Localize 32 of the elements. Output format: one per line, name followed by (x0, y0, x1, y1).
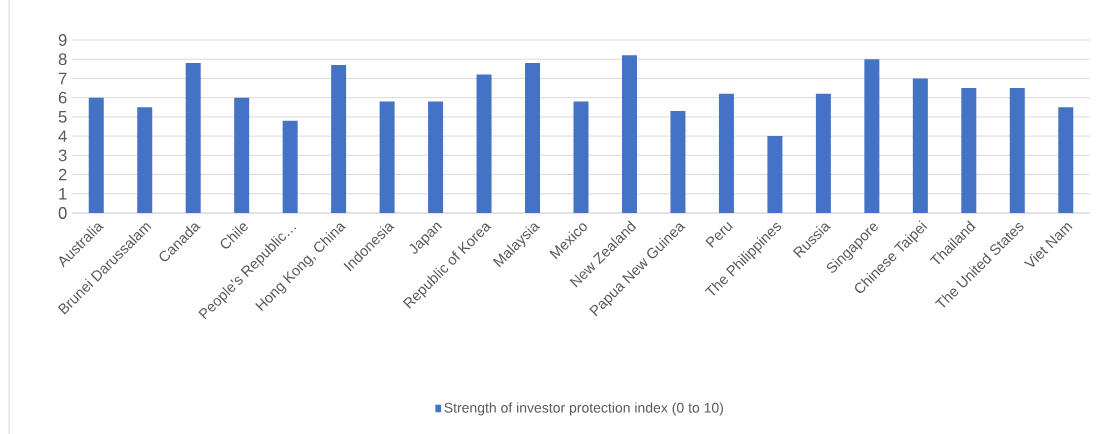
bar (621, 55, 637, 213)
bar (1058, 107, 1074, 213)
bar (864, 59, 880, 213)
bar (718, 93, 734, 213)
y-tick-label: 2 (58, 168, 67, 181)
bar (912, 78, 928, 213)
legend-label: Strength of investor protection index (0 to 10) (444, 402, 723, 416)
bar (331, 64, 347, 213)
y-tick-label: 6 (58, 91, 67, 104)
y-tick-label: 0 (58, 207, 67, 219)
y-tick-label: 1 (59, 188, 67, 200)
bar (815, 93, 831, 213)
bar (185, 63, 201, 213)
y-tick-label: 9 (58, 34, 67, 46)
bar (767, 136, 783, 213)
y-tick-label: 8 (58, 53, 67, 66)
bar (234, 97, 250, 213)
bar (88, 97, 104, 213)
bar (379, 101, 395, 213)
bar (961, 88, 977, 213)
y-tick-label: 3 (58, 149, 67, 162)
bar (1009, 88, 1025, 213)
y-tick-label: 5 (58, 111, 67, 123)
bar (573, 101, 589, 213)
bar (525, 63, 541, 213)
bar (282, 120, 298, 213)
bar (428, 101, 444, 213)
bar (476, 74, 492, 213)
y-tick-label: 4 (58, 130, 67, 142)
bar (137, 107, 153, 213)
bar (670, 111, 686, 213)
y-tick-label: 7 (58, 72, 67, 85)
